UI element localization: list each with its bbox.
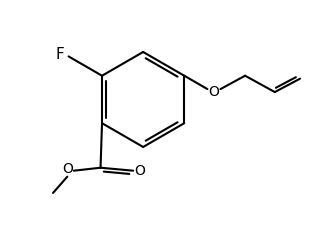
Text: F: F [55,48,64,62]
Text: O: O [134,164,145,178]
Text: O: O [208,85,219,99]
Text: O: O [62,162,73,176]
